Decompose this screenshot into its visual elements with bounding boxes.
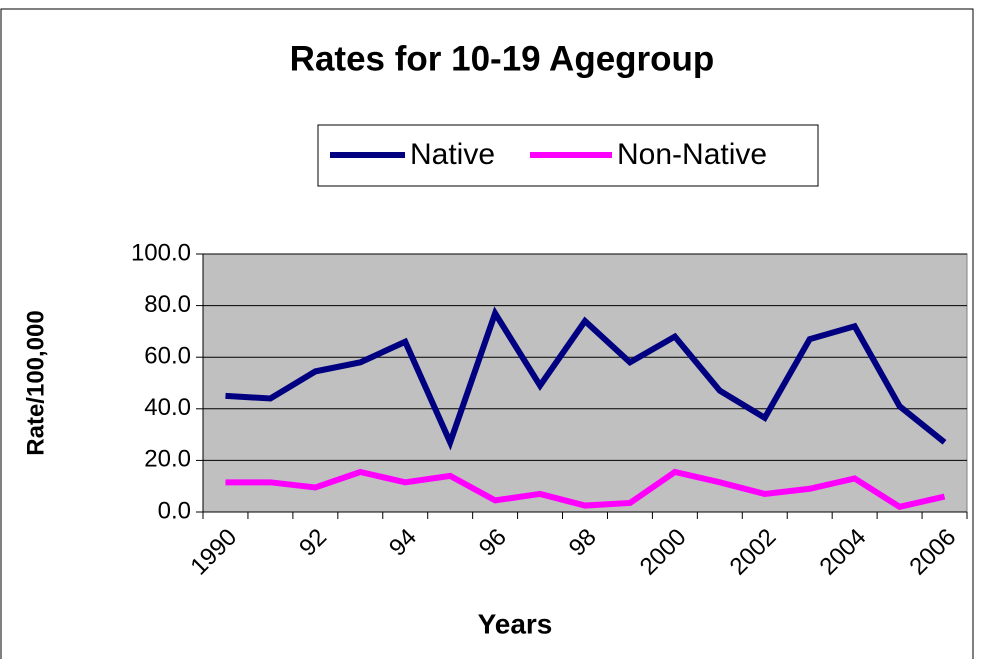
y-axis-label: Rate/100,000: [22, 310, 49, 455]
y-tick-label: 60.0: [144, 343, 191, 370]
x-axis-label: Years: [478, 608, 553, 639]
legend-label: Non-Native: [617, 138, 767, 171]
y-tick-label: 80.0: [144, 291, 191, 318]
series-line: [225, 468, 946, 511]
legend-label: Native: [410, 138, 495, 171]
plot-area: [202, 253, 968, 513]
y-tick-label: 0.0: [158, 497, 191, 524]
y-tick-label: 100.0: [131, 239, 191, 266]
y-tick-label: 40.0: [144, 394, 191, 421]
series-line: [225, 306, 947, 451]
chart-title: Rates for 10-19 Agegroup: [290, 39, 715, 78]
y-tick-label: 20.0: [144, 446, 191, 473]
